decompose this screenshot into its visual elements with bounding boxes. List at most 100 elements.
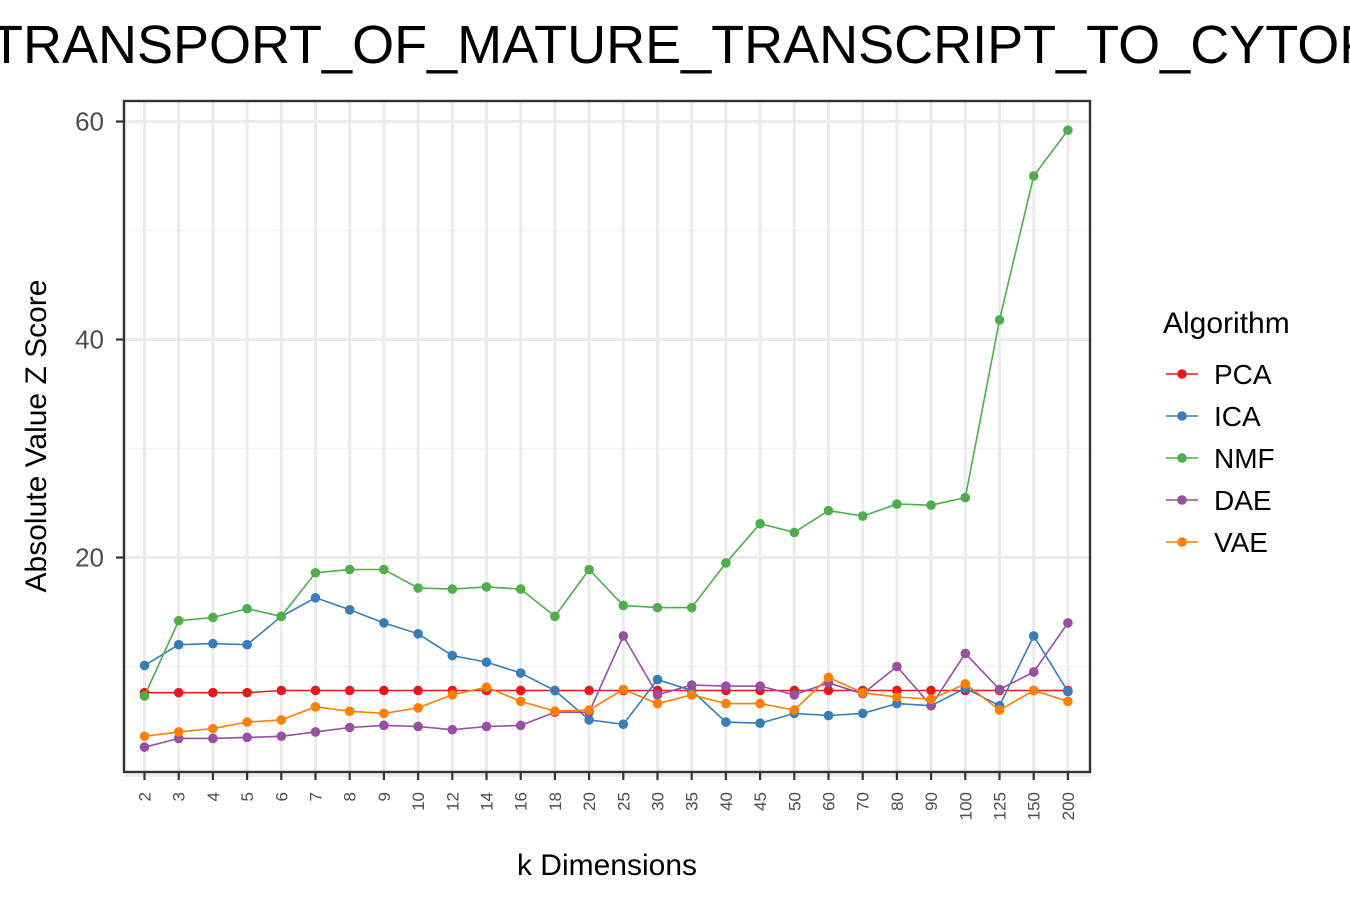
legend-title: Algorithm (1163, 307, 1290, 340)
legend-key-point (1177, 369, 1187, 379)
legend-item-dae: DAE (1166, 485, 1272, 516)
data-point-nmf (481, 582, 492, 592)
data-point-vae (515, 696, 526, 707)
data-point-ica (208, 638, 218, 649)
data-point-vae (1063, 696, 1073, 707)
data-point-ica (755, 718, 765, 728)
data-point-nmf (139, 691, 150, 701)
grid (124, 101, 1090, 777)
series-line-ica (144, 596, 1069, 726)
x-tick-label: 2 (136, 792, 155, 801)
data-point-pca (584, 685, 594, 696)
data-point-nmf (447, 584, 458, 594)
data-point-vae (1028, 685, 1039, 696)
data-point-nmf (242, 603, 252, 614)
data-point-vae (242, 717, 252, 727)
x-tick-label: 40 (717, 792, 736, 811)
data-point-vae (379, 708, 389, 719)
data-point-dae (379, 720, 389, 731)
data-point-dae (721, 681, 731, 691)
x-tick-label: 16 (512, 792, 531, 811)
data-point-dae (960, 648, 971, 659)
data-point-ica (823, 710, 834, 721)
data-point-dae (515, 720, 526, 731)
data-point-ica (515, 668, 526, 678)
data-point-dae (242, 732, 252, 743)
data-point-pca (926, 685, 936, 696)
data-point-vae (652, 698, 663, 709)
data-point-vae (789, 705, 800, 715)
data-point-vae (960, 679, 971, 689)
x-tick-label: 5 (238, 792, 257, 801)
data-point-nmf (310, 567, 321, 578)
data-point-dae (276, 731, 287, 742)
data-point-nmf (823, 505, 834, 516)
y-tick-label: 20 (75, 543, 104, 573)
plot-border (122, 99, 1092, 774)
data-point-dae (413, 721, 423, 732)
legend-item-vae: VAE (1166, 527, 1268, 558)
data-point-ica (344, 605, 355, 615)
data-point-ica (173, 639, 184, 650)
data-point-vae (892, 692, 902, 702)
legend-label: PCA (1214, 359, 1272, 390)
series-dae (139, 618, 1073, 752)
data-point-vae (857, 687, 868, 698)
data-point-nmf (721, 558, 731, 568)
data-point-ica (618, 719, 629, 730)
legend-key-point (1177, 453, 1187, 463)
data-point-dae (618, 631, 629, 641)
data-point-pca (242, 687, 252, 698)
data-point-dae (652, 690, 663, 700)
data-point-dae (1063, 618, 1073, 628)
legend-label: NMF (1214, 443, 1275, 474)
data-point-dae (1028, 667, 1039, 677)
data-point-vae (721, 698, 731, 709)
data-point-ica (652, 674, 663, 685)
data-point-ica (413, 629, 423, 639)
data-point-vae (755, 698, 765, 709)
data-point-ica (550, 685, 560, 696)
data-point-ica (379, 618, 389, 628)
data-point-ica (310, 593, 321, 603)
legend-item-nmf: NMF (1166, 443, 1275, 474)
data-point-dae (686, 680, 697, 690)
x-axis: 2 3 4 5 6 7 8 9 10 12 14 16 18 20 25 30 35 40 45 50 60 70 80 90… (136, 772, 1078, 820)
y-tick-label: 40 (75, 325, 104, 355)
data-point-pca (379, 685, 389, 696)
data-point-nmf (857, 511, 868, 521)
data-point-nmf (413, 583, 423, 593)
data-point-vae (447, 690, 458, 700)
y-axis: 20 40 60 (75, 107, 124, 573)
data-point-nmf (379, 564, 389, 575)
legend-key-point (1177, 537, 1187, 547)
data-point-vae (208, 723, 218, 734)
x-tick-label: 25 (614, 792, 633, 811)
data-point-nmf (173, 615, 184, 626)
data-point-ica (481, 657, 492, 667)
data-point-vae (926, 694, 936, 704)
data-point-ica (584, 715, 594, 725)
series-line-pca (144, 689, 1068, 694)
x-tick-label: 100 (956, 792, 975, 820)
data-point-dae (789, 690, 800, 700)
data-point-pca (344, 685, 355, 696)
series-layer (139, 125, 1073, 752)
data-point-dae (310, 727, 321, 737)
data-point-nmf (686, 602, 697, 613)
y-axis-title: Absolute Value Z Score (20, 280, 53, 593)
data-point-ica (139, 660, 150, 671)
x-tick-label: 80 (888, 792, 907, 811)
data-point-nmf (344, 564, 355, 575)
series-vae (139, 672, 1073, 742)
legend-item-ica: ICA (1166, 401, 1261, 432)
data-point-ica (1063, 686, 1073, 697)
data-point-dae (755, 681, 765, 691)
x-tick-label: 12 (443, 792, 462, 811)
data-point-dae (481, 721, 492, 732)
data-point-ica (242, 639, 252, 650)
data-point-vae (310, 702, 321, 712)
data-point-dae (139, 742, 150, 752)
data-point-vae (481, 682, 492, 693)
